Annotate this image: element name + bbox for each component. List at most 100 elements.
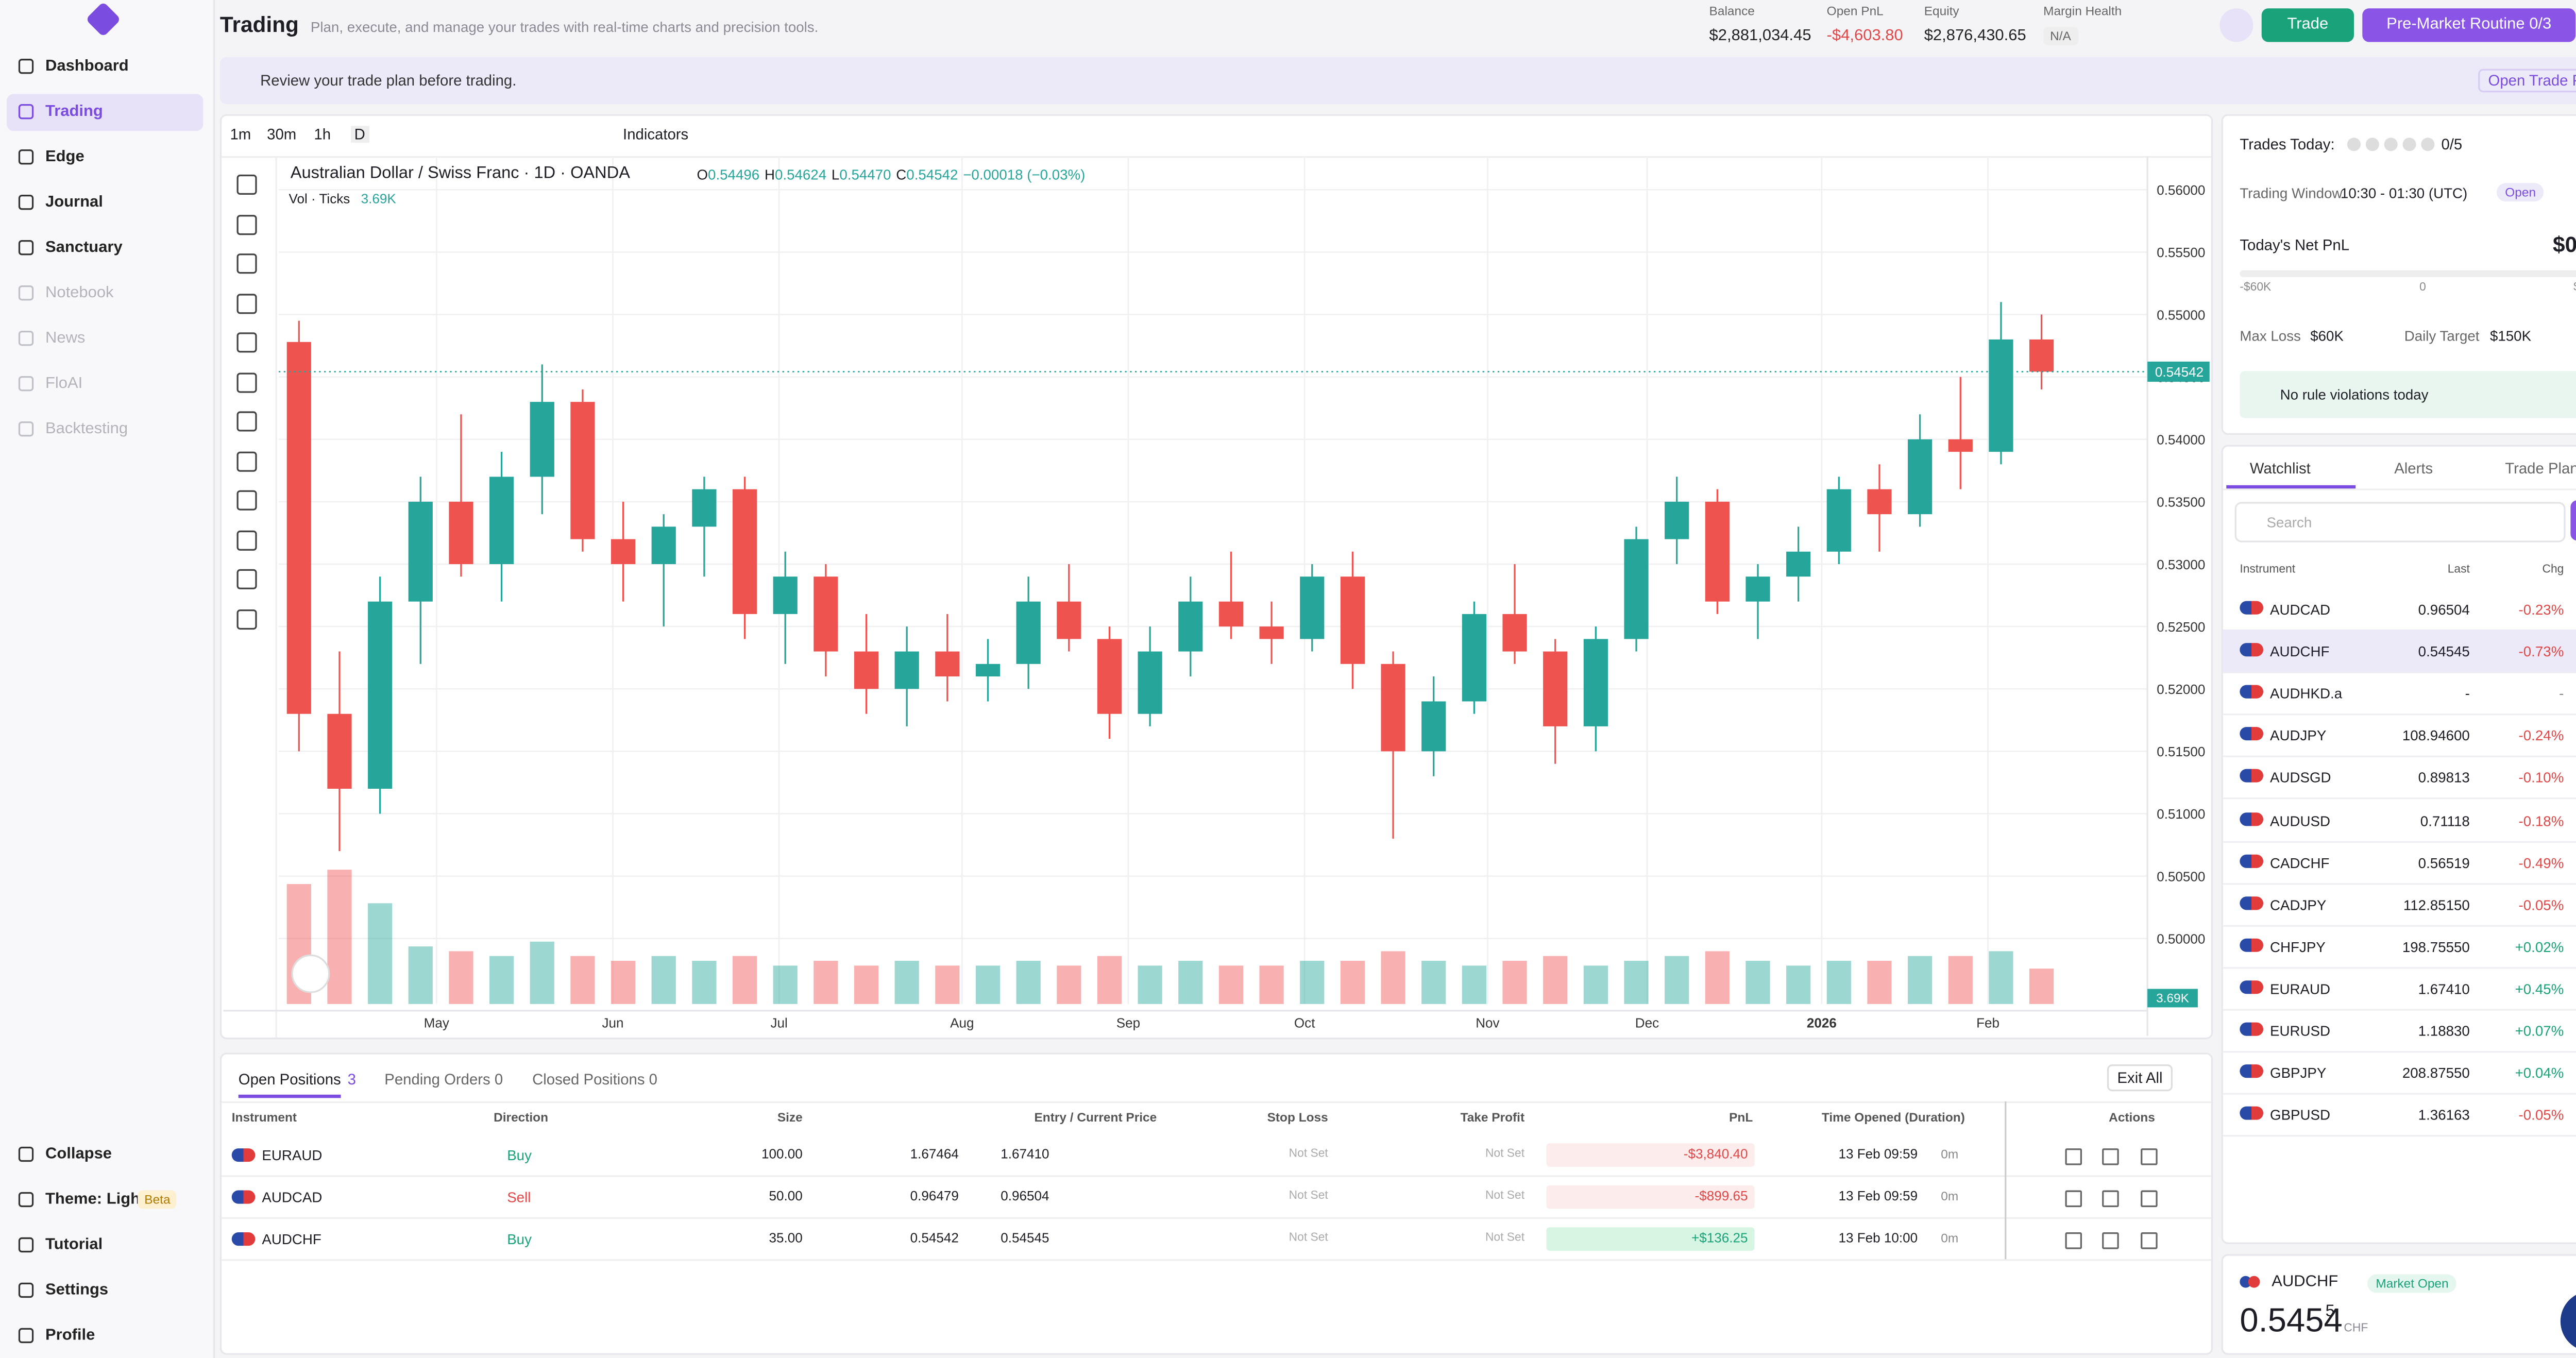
- watch-row[interactable]: GBPJPY 208.87550 +0.04%: [2223, 1051, 2576, 1095]
- ohlc-value: 0.54496: [708, 166, 760, 183]
- nav-item[interactable]: Theme: Light: [7, 1182, 203, 1219]
- nav-item[interactable]: Profile: [7, 1318, 203, 1355]
- col-header: Last: [2447, 564, 2470, 576]
- tool-icon[interactable]: [236, 411, 257, 432]
- candle-body: [1138, 651, 1162, 714]
- nav-item[interactable]: Trading: [7, 94, 204, 131]
- action-icon[interactable]: [2065, 1190, 2082, 1208]
- symbol: AUDCHF: [2270, 643, 2330, 660]
- watch-row[interactable]: GBPUSD 1.36163 -0.05%: [2223, 1093, 2576, 1137]
- last: 1.67410: [2418, 980, 2470, 997]
- stat-label: Balance: [1709, 3, 1755, 19]
- tab[interactable]: Pending Orders 0: [384, 1071, 503, 1088]
- watch-row[interactable]: CADJPY 112.85150 -0.05%: [2223, 882, 2576, 926]
- stat-value: N/A: [2043, 27, 2078, 45]
- interval-button[interactable]: 1m: [230, 126, 251, 143]
- interval-button[interactable]: 1h: [314, 126, 331, 143]
- action-icon[interactable]: [2141, 1190, 2158, 1208]
- quote-card: AUDCHF Market Open 0.5454 5 CHF: [2221, 1254, 2576, 1355]
- watch-row[interactable]: AUDHKD.a - -: [2223, 672, 2576, 716]
- beta-badge: Beta: [138, 1190, 177, 1209]
- stat-label: Open PnL: [1826, 3, 1884, 19]
- indicators-button[interactable]: Indicators: [623, 126, 689, 143]
- size: 35.00: [769, 1230, 803, 1246]
- stat-value: $2,881,034.45: [1709, 27, 1811, 45]
- nav-item[interactable]: Dashboard: [7, 49, 203, 86]
- stat-value: $2,876,430.65: [1924, 27, 2026, 45]
- tab[interactable]: Closed Positions 0: [532, 1071, 658, 1088]
- nav-item[interactable]: Backtesting: [7, 411, 203, 448]
- interval-button[interactable]: 30m: [267, 126, 297, 143]
- action-icon[interactable]: [2102, 1148, 2119, 1165]
- watch-row[interactable]: AUDUSD 0.71118 -0.18%: [2223, 799, 2576, 842]
- action-icon[interactable]: [2065, 1148, 2082, 1165]
- tab[interactable]: Watchlist: [2249, 460, 2311, 477]
- last-price-tag: [2147, 361, 2210, 382]
- volume-bar: [1178, 961, 1203, 1004]
- tool-icon[interactable]: [236, 174, 257, 195]
- bolt-button[interactable]: [2219, 8, 2253, 42]
- tool-icon[interactable]: [236, 332, 257, 353]
- tab[interactable]: Open Positions: [238, 1071, 341, 1098]
- value: 0/5: [2441, 135, 2463, 153]
- tool-icon[interactable]: [236, 569, 257, 589]
- watch-row[interactable]: CHFJPY 198.75550 +0.02%: [2223, 925, 2576, 969]
- ohlc-legend: O0.54496 H0.54624 L0.54470 C0.54542 −0.00018…: [697, 166, 1085, 183]
- stop-loss: Not Set: [1289, 1232, 1328, 1244]
- tool-icon[interactable]: [236, 253, 257, 274]
- pin-button[interactable]: [2570, 500, 2576, 541]
- banner-link[interactable]: Open Trade Plan: [2478, 69, 2576, 93]
- watch-row[interactable]: AUDSGD 0.89813 -0.10%: [2223, 756, 2576, 800]
- volume-bar: [1583, 965, 1608, 1004]
- tool-icon[interactable]: [236, 293, 257, 313]
- watch-row[interactable]: EURAUD 1.67410 +0.45%: [2223, 967, 2576, 1011]
- row-line: [222, 1259, 2211, 1261]
- x-tick-label: Jul: [770, 1015, 787, 1030]
- tab[interactable]: Trade Plans: [2505, 460, 2576, 477]
- search-box[interactable]: Search: [2234, 502, 2566, 542]
- logo[interactable]: [85, 1, 121, 38]
- volume-bar: [408, 946, 433, 1004]
- chat-button[interactable]: [2560, 1291, 2576, 1352]
- nav-item[interactable]: Notebook: [7, 275, 203, 312]
- routine-button[interactable]: Pre-Market Routine 0/3: [2362, 8, 2576, 42]
- watch-row[interactable]: CADCHF 0.56519 -0.49%: [2223, 840, 2576, 885]
- tab[interactable]: Alerts: [2394, 460, 2433, 477]
- nav-icon: [18, 1237, 34, 1253]
- tool-icon[interactable]: [236, 490, 257, 511]
- nav-item[interactable]: Collapse: [7, 1136, 203, 1174]
- tool-icon[interactable]: [236, 608, 257, 629]
- nav-item[interactable]: FloAI: [7, 366, 203, 403]
- trade-button[interactable]: Trade: [2261, 8, 2354, 42]
- nav-item[interactable]: Journal: [7, 184, 203, 222]
- tool-icon[interactable]: [236, 530, 257, 550]
- watch-row[interactable]: AUDJPY 108.94600 -0.24%: [2223, 714, 2576, 758]
- action-icon[interactable]: [2065, 1232, 2082, 1249]
- nav-item[interactable]: Tutorial: [7, 1227, 203, 1264]
- volume-bar: [449, 951, 473, 1004]
- volume-bar: [1340, 961, 1365, 1004]
- action-icon[interactable]: [2141, 1232, 2158, 1249]
- table-header: Time Opened (Duration): [1821, 1110, 1965, 1125]
- watch-row[interactable]: AUDCAD 0.96504 -0.23%: [2223, 588, 2576, 632]
- nav-item[interactable]: Sanctuary: [7, 230, 203, 267]
- watch-row[interactable]: EURUSD 1.18830 +0.07%: [2223, 1009, 2576, 1053]
- volume-title: Vol · Ticks: [289, 191, 350, 207]
- watch-row[interactable]: AUDCHF 0.54545 -0.73%: [2223, 630, 2576, 674]
- last-price-label: 0.54542: [2155, 364, 2204, 380]
- nav-item[interactable]: Edge: [7, 139, 203, 176]
- action-icon[interactable]: [2102, 1190, 2119, 1208]
- action-icon[interactable]: [2141, 1148, 2158, 1165]
- pnl: -$899.65: [1546, 1185, 1755, 1209]
- nav-item[interactable]: Settings: [7, 1272, 203, 1310]
- tool-icon[interactable]: [236, 451, 257, 471]
- candle-body: [2029, 339, 2054, 372]
- symbol: GBPUSD: [2270, 1107, 2331, 1124]
- exit-button[interactable]: Exit All: [2107, 1064, 2173, 1092]
- interval-button[interactable]: D: [351, 126, 369, 143]
- candle-body: [1016, 601, 1041, 664]
- nav-item[interactable]: News: [7, 320, 203, 358]
- action-icon[interactable]: [2102, 1232, 2119, 1249]
- tool-icon[interactable]: [236, 214, 257, 234]
- tool-icon[interactable]: [236, 371, 257, 392]
